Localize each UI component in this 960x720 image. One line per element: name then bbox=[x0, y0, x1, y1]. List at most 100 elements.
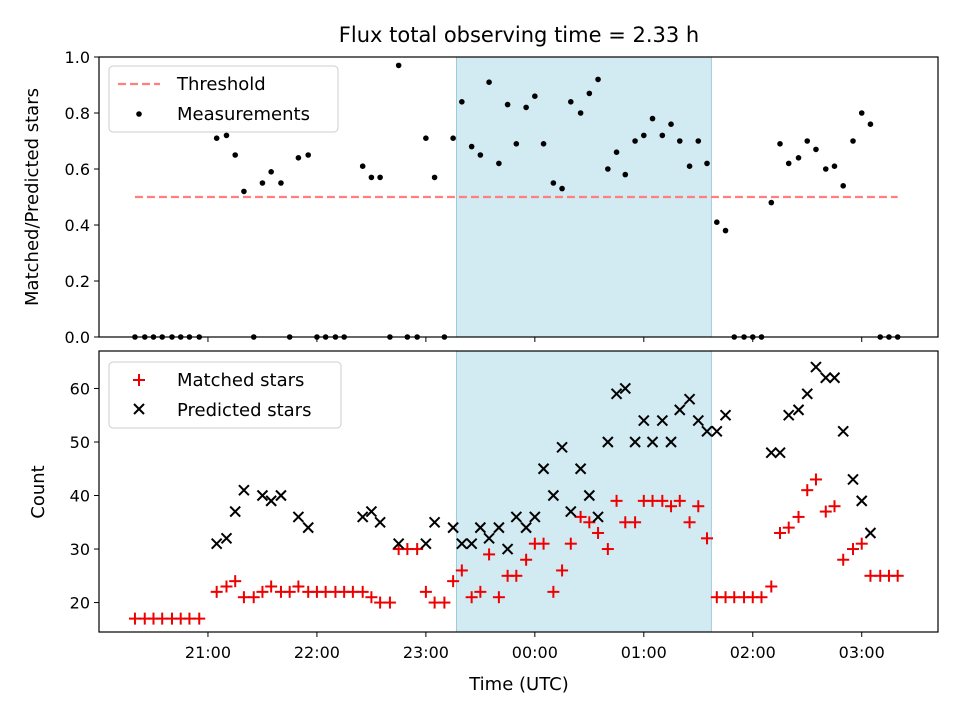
matched-star-point bbox=[801, 484, 814, 497]
predicted-star-stroke bbox=[774, 446, 786, 459]
x-tick-label: 22:00 bbox=[294, 643, 340, 662]
matched-star-point bbox=[292, 580, 305, 593]
y-tick-label: 1.0 bbox=[65, 48, 90, 67]
measurements-legend-swatch bbox=[136, 111, 142, 117]
predicted-star-point bbox=[774, 446, 786, 459]
predicted-star-stroke bbox=[619, 382, 631, 395]
predicted-star-stroke bbox=[302, 521, 314, 534]
predicted-legend-swatch bbox=[133, 403, 145, 415]
predicted-star-point bbox=[701, 425, 713, 437]
predicted-star-stroke bbox=[474, 521, 487, 534]
predicted-star-point bbox=[683, 393, 696, 405]
predicted-star-stroke bbox=[665, 436, 677, 448]
predicted-star-stroke bbox=[847, 473, 859, 486]
predicted-star-point bbox=[837, 425, 849, 437]
predicted-star-point bbox=[619, 382, 631, 395]
predicted-star-point bbox=[420, 537, 432, 550]
measurement-point bbox=[840, 183, 847, 189]
matched-star-point bbox=[210, 585, 223, 598]
predicted-star-stroke bbox=[701, 425, 713, 437]
measurement-point bbox=[278, 180, 284, 186]
measurement-point bbox=[722, 227, 729, 234]
measurement-point bbox=[641, 132, 647, 139]
predicted-star-stroke bbox=[229, 505, 241, 518]
predicted-star-point bbox=[510, 511, 523, 523]
predicted-star-stroke bbox=[792, 404, 805, 416]
predicted-star-point bbox=[292, 511, 305, 523]
matched-star-point bbox=[365, 591, 378, 604]
predicted-star-point bbox=[792, 404, 805, 416]
matched-star-point bbox=[847, 543, 860, 556]
predicted-star-point bbox=[592, 511, 604, 523]
measurement-point bbox=[850, 138, 856, 144]
matched-star-point bbox=[193, 612, 206, 625]
predicted-star-point bbox=[365, 505, 378, 518]
predicted-star-stroke bbox=[210, 537, 223, 550]
predicted-star-stroke bbox=[574, 463, 587, 475]
predicted-star-point bbox=[602, 436, 614, 448]
matched-star-point bbox=[510, 569, 523, 582]
matched-star-point bbox=[411, 543, 424, 556]
matched-star-point bbox=[855, 537, 868, 550]
predicted-star-stroke bbox=[392, 537, 405, 550]
predicted-star-stroke bbox=[692, 414, 704, 427]
predicted-star-stroke bbox=[556, 441, 568, 454]
measurement-point bbox=[577, 110, 584, 116]
predicted-star-point bbox=[638, 414, 650, 427]
x-tick-label: 00:00 bbox=[512, 643, 558, 662]
x-tick-label: 01:00 bbox=[621, 643, 667, 662]
measurement-point bbox=[459, 99, 465, 105]
measurement-point bbox=[595, 76, 601, 83]
measurement-point bbox=[695, 138, 702, 144]
x-tick-label: 02:00 bbox=[730, 643, 776, 662]
matched-star-point bbox=[656, 494, 669, 507]
measurement-point bbox=[813, 146, 819, 153]
predicted-star-stroke bbox=[493, 521, 505, 534]
matched-star-point bbox=[819, 505, 832, 518]
y-tick-label: 0.4 bbox=[65, 216, 90, 235]
predicted-star-stroke bbox=[783, 409, 795, 421]
measurement-point bbox=[431, 174, 438, 181]
predicted-star-point bbox=[711, 425, 723, 437]
measurement-point bbox=[676, 138, 683, 144]
measurement-point bbox=[223, 132, 230, 139]
predicted-star-stroke bbox=[537, 463, 550, 475]
predicted-star-stroke bbox=[292, 511, 305, 523]
matched-star-point bbox=[574, 510, 587, 523]
matched-star-point bbox=[774, 526, 787, 539]
predicted-star-stroke bbox=[638, 414, 650, 427]
predicted-star-stroke bbox=[683, 393, 696, 405]
matched-star-point bbox=[673, 494, 686, 507]
ratio-panel-frame bbox=[98, 56, 939, 338]
chart-title: Flux total observing time = 2.33 h bbox=[339, 23, 699, 47]
predicted-star-point bbox=[583, 489, 596, 502]
measurement-point bbox=[377, 174, 383, 181]
matched-star-point bbox=[809, 473, 822, 486]
predicted-star-stroke bbox=[646, 436, 659, 448]
measurement-point bbox=[704, 160, 710, 167]
x-axis-label: Time (UTC) bbox=[468, 674, 569, 695]
predicted-star-point bbox=[537, 463, 550, 475]
predicted-star-stroke bbox=[529, 511, 541, 523]
ratio-x-axis bbox=[207, 337, 863, 342]
predicted-star-point bbox=[474, 521, 487, 534]
count-legend: Matched stars Predicted stars bbox=[108, 361, 342, 429]
predicted-star-stroke bbox=[656, 414, 669, 427]
measurement-point bbox=[486, 79, 492, 85]
predicted-stars-series bbox=[210, 361, 877, 555]
matched-star-point bbox=[520, 553, 533, 566]
measurement-point bbox=[714, 219, 720, 225]
predicted-star-stroke bbox=[238, 484, 250, 496]
matched-legend-swatch bbox=[133, 374, 145, 386]
observing-span-shade bbox=[455, 350, 712, 633]
measurement-point bbox=[368, 174, 375, 181]
matched-star-point bbox=[356, 585, 369, 598]
predicted-star-stroke bbox=[837, 425, 849, 437]
predicted-star-point bbox=[229, 505, 241, 518]
measurement-point bbox=[213, 135, 220, 141]
predicted-star-point bbox=[765, 446, 777, 459]
measurement-point bbox=[785, 160, 792, 167]
predicted-star-point bbox=[646, 436, 659, 448]
measurement-point bbox=[359, 163, 366, 169]
